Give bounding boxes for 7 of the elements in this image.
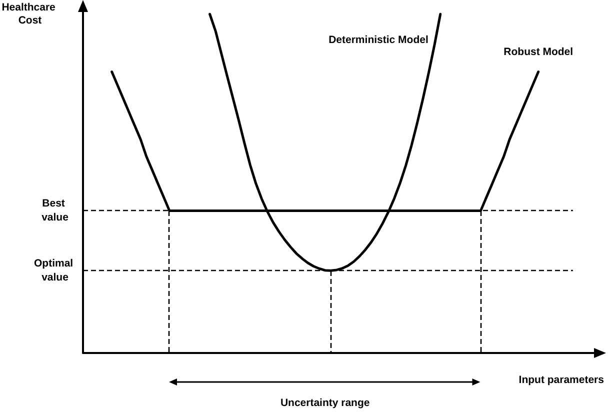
ref-line-label: Best value: [42, 198, 69, 224]
series-label: Deterministic Model: [328, 34, 428, 46]
ref-line-label: Optimal value: [34, 258, 76, 284]
text: Uncertainty range: [280, 397, 370, 409]
y-axis-title: Healthcare Cost: [2, 2, 58, 26]
series-label: Robust Model: [504, 46, 574, 58]
x-axis-title: Input parameters: [518, 374, 604, 386]
